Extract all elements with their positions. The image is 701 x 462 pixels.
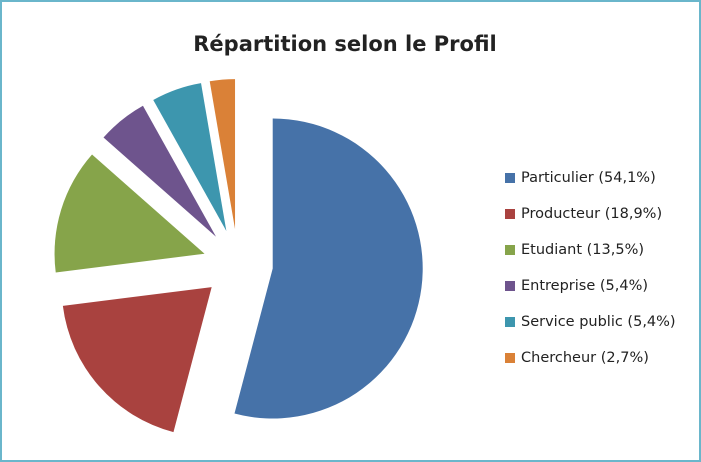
pie-slice [54,154,205,273]
legend-label: Producteur (18,9%) [521,206,662,222]
legend-swatch [505,281,515,291]
legend-label: Service public (5,4%) [521,314,676,330]
legend-swatch [505,317,515,327]
legend-swatch [505,209,515,219]
legend-swatch [505,173,515,183]
legend-label: Entreprise (5,4%) [521,278,648,294]
chart-title: Répartition selon le Profil [193,32,496,56]
legend-label: Chercheur (2,7%) [521,350,649,366]
pie-slice [234,118,423,419]
pie-slice [103,105,217,237]
pie-slice [153,83,227,231]
legend-swatch [505,353,515,363]
legend-swatch [505,245,515,255]
legend-label: Etudiant (13,5%) [521,242,644,258]
pie-slice [62,287,212,433]
legend-label: Particulier (54,1%) [521,170,656,186]
pie-slice [209,79,236,230]
